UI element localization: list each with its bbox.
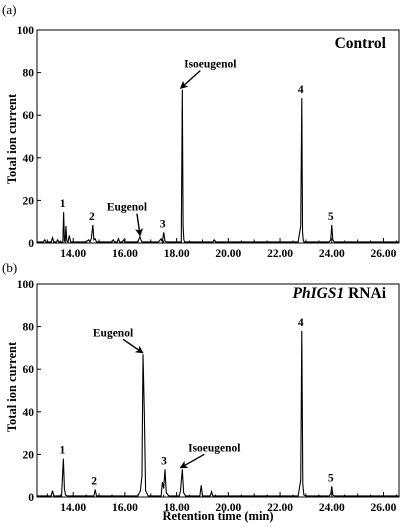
panel-a-x-tick-label: 26.00 bbox=[371, 248, 397, 260]
panel-a-peak-label: 2 bbox=[89, 211, 95, 223]
panel-a-y-tick-label: 20 bbox=[23, 195, 35, 207]
panel-a-y-tick-label: 100 bbox=[17, 25, 35, 37]
panel-a-title: Control bbox=[335, 35, 387, 52]
panel-a-peak-label: 5 bbox=[328, 211, 334, 223]
panel-b-y-tick-label: 40 bbox=[23, 407, 35, 419]
panel-b-tag: (b) bbox=[2, 260, 17, 275]
panel-b-peak-label: 5 bbox=[328, 472, 334, 484]
panel-b-peak-label: 1 bbox=[59, 445, 65, 457]
panel-b-title-plain: RNAi bbox=[344, 285, 386, 302]
panel-a-annotation-arrow bbox=[135, 213, 144, 237]
panel-a-y-tick-label: 80 bbox=[23, 68, 35, 80]
panel-a-y-axis-title: Total ion current bbox=[5, 93, 19, 184]
panel-a-x-tick-label: 18.00 bbox=[164, 248, 190, 260]
panel-b-y-tick-label: 100 bbox=[17, 279, 35, 291]
panel-b-annotation-isoeugenol: Isoeugenol bbox=[188, 442, 240, 454]
panel-a-peak-label: 1 bbox=[60, 198, 66, 210]
panel-a-y-tick-label: 60 bbox=[23, 110, 35, 122]
panel-a-peak-label: 3 bbox=[160, 218, 166, 230]
panel-b-title-italic: PhIGS1 bbox=[293, 285, 345, 302]
panel-b-y-tick-label: 0 bbox=[28, 492, 34, 504]
panel-b-peak-label: 2 bbox=[91, 476, 97, 488]
panel-a-chart: (a) Control Total ion current 0 20 40 60 80 1… bbox=[2, 2, 400, 260]
panel-b-chart: (b) PhIGS1 RNAi Total ion current Retent… bbox=[2, 260, 400, 523]
panel-b-y-tick-label: 80 bbox=[23, 322, 35, 334]
panel-b-x-tick-label: 24.00 bbox=[319, 502, 345, 514]
panel-b-y-tick-label: 20 bbox=[23, 449, 35, 461]
panel-b-annotation-eugenol: Eugenol bbox=[93, 327, 133, 339]
panel-b-x-tick-label: 20.00 bbox=[215, 502, 241, 514]
panel-b-peak-label: 3 bbox=[161, 455, 167, 467]
panel-a-y-tick-label: 0 bbox=[28, 238, 34, 250]
panel-a-annotation-isoeugenol: Isoeugenol bbox=[184, 59, 236, 71]
panel-b-x-tick-label: 18.00 bbox=[164, 502, 190, 514]
panel-a-x-tick-label: 22.00 bbox=[267, 248, 293, 260]
panel-b-x-axis-title: Retention time (min) bbox=[162, 509, 273, 523]
panel-b-annotations: 1 2 Eugenol 3 Isoeugenol 4 5 bbox=[59, 317, 333, 488]
panel-a-x-tick-label: 14.00 bbox=[60, 248, 86, 260]
panel-b-y-axis-title: Total ion current bbox=[5, 341, 19, 432]
panel-a-marks bbox=[37, 89, 399, 245]
panel-a-x-tick-label: 20.00 bbox=[215, 248, 241, 260]
panel-b-annotation-arrow bbox=[179, 453, 205, 469]
panel-a-annotations: 1 2 Eugenol 3 Isoeugenol 4 5 bbox=[60, 59, 334, 237]
panel-b-x-tick-label: 26.00 bbox=[371, 502, 397, 514]
panel-b-plot-frame bbox=[36, 283, 400, 498]
panel-a-x-tick-label: 16.00 bbox=[112, 248, 138, 260]
panel-b-chromatogram-trace bbox=[37, 330, 399, 497]
panel-a-y-tick-label: 40 bbox=[23, 153, 35, 165]
panel-b-x-tick-label: 16.00 bbox=[112, 502, 138, 514]
panel-b-annotation-arrow bbox=[122, 338, 144, 354]
panel-a-annotation-eugenol: Eugenol bbox=[107, 202, 147, 214]
panel-a-annotation-arrow bbox=[179, 70, 201, 89]
panel-b-title: PhIGS1 RNAi bbox=[293, 285, 387, 302]
panel-b-marks bbox=[37, 330, 399, 497]
panel-a-tag: (a) bbox=[2, 2, 16, 17]
panel-b-x-tick-label: 22.00 bbox=[267, 502, 293, 514]
panel-a-plot-frame bbox=[36, 29, 400, 244]
panel-a-peak-label: 4 bbox=[298, 84, 304, 96]
panel-b-ticks: 0 20 40 60 80 100 14.00 16.00 18.00 20.00 22.00 24.… bbox=[17, 279, 397, 514]
panel-b-peak-label: 4 bbox=[298, 317, 304, 329]
panel-b-y-tick-label: 60 bbox=[23, 364, 35, 376]
panel-a-x-tick-label: 24.00 bbox=[319, 248, 345, 260]
panel-b-x-tick-label: 14.00 bbox=[60, 502, 86, 514]
panel-a-chromatogram-trace bbox=[37, 89, 399, 245]
